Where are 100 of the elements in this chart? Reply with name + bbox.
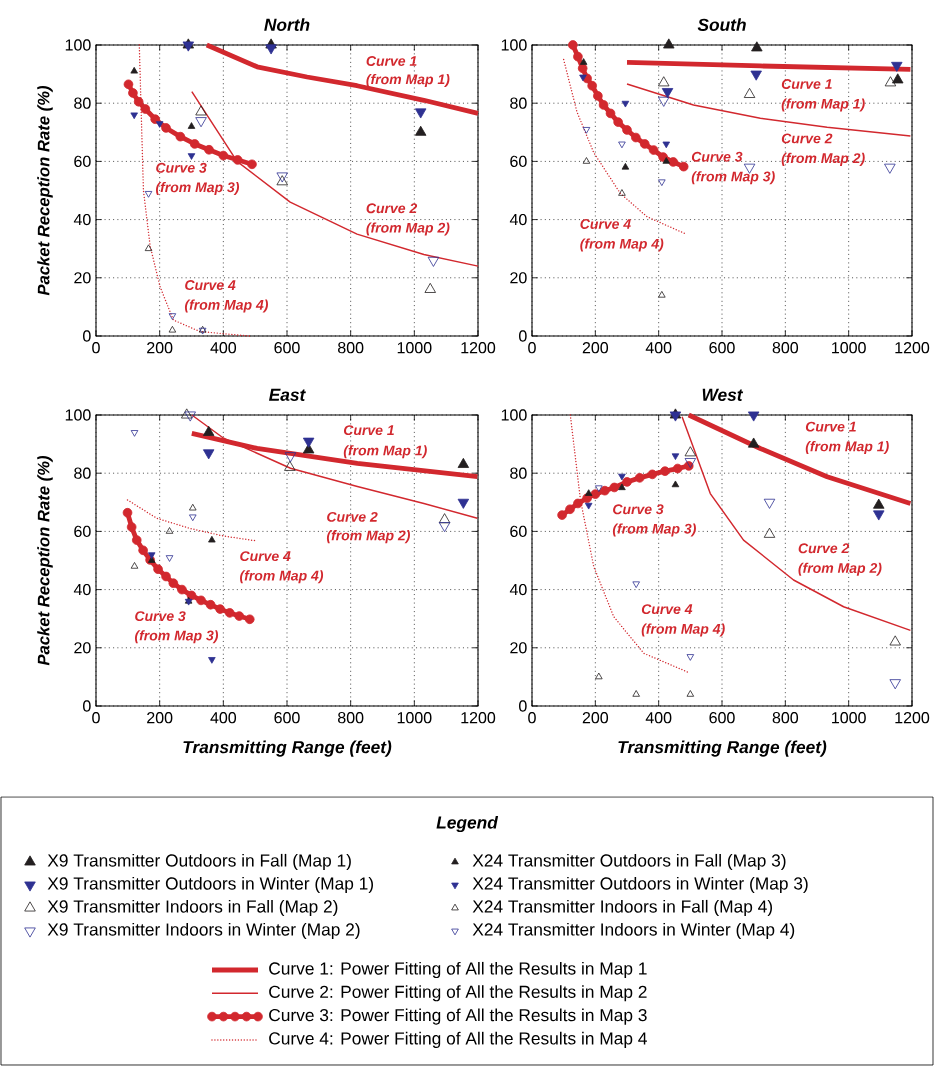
- x-tick-label: 0: [92, 712, 100, 724]
- x-tick-label: 200: [582, 712, 609, 724]
- annotation: Curve 1: [343, 425, 394, 436]
- legend-label: X24 Transmitter Outdoors in Fall (Map 3): [472, 853, 786, 871]
- y-tick-label: 0: [83, 330, 91, 342]
- y-tick-label: 100: [501, 39, 527, 51]
- x-tick-label: 1200: [461, 342, 496, 354]
- x-tick-label: 200: [582, 342, 609, 354]
- annotation: (from Map 3): [691, 171, 775, 185]
- x-tick-label: 600: [709, 342, 735, 354]
- y-axis-title: Packet Reception Rate (%): [37, 85, 53, 296]
- legend-label: X9 Transmitter Indoors in Winter (Map 2): [47, 922, 360, 940]
- y-tick-label: 20: [74, 642, 91, 654]
- annotation: (from Map 3): [612, 523, 696, 537]
- annotation: (from Map 1): [805, 441, 889, 455]
- x-tick-label: 400: [645, 712, 672, 724]
- annotation: (from Map 2): [781, 152, 865, 166]
- annotation: (from Map 4): [184, 299, 269, 313]
- annotation: Curve 4: [580, 219, 631, 229]
- y-axis-title: Packet Reception Rate (%): [37, 455, 53, 666]
- x-tick-label: 400: [645, 342, 672, 354]
- x-tick-label: 1200: [895, 712, 930, 724]
- y-tick-label: 0: [83, 700, 91, 712]
- chart-title: South: [697, 18, 746, 31]
- x-tick-label: 800: [772, 342, 799, 354]
- annotation: Curve 3: [691, 151, 743, 162]
- y-tick-label: 40: [73, 583, 91, 596]
- annotation: Curve 1: [366, 56, 417, 66]
- annotation: (from Map 2): [326, 530, 410, 544]
- x-tick-label: 600: [274, 712, 300, 724]
- annotation: (from Map 3): [155, 181, 240, 195]
- legend-label: X9 Transmitter Outdoors in Winter (Map 1): [47, 876, 374, 894]
- legend-label: Curve 4: Power Fitting of All the Results in Map 4: [269, 1031, 647, 1048]
- legend-label: Curve 1: Power Fitting of All the Results in Map 1: [269, 961, 647, 979]
- annotation: Curve 3: [135, 611, 186, 622]
- x-tick-label: 1200: [461, 712, 496, 724]
- x-tick-label: 800: [772, 712, 799, 724]
- y-tick-label: 100: [65, 39, 91, 51]
- y-tick-label: 40: [509, 583, 527, 596]
- x-tick-label: 600: [709, 712, 735, 724]
- x-tick-label: 600: [274, 342, 300, 354]
- x-tick-label: 0: [92, 342, 100, 354]
- y-tick-label: 60: [74, 155, 91, 168]
- legend-label: X24 Transmitter Outdoors in Winter (Map 3): [472, 876, 808, 894]
- annotation: Curve 3: [613, 504, 664, 515]
- annotation: (from Map 4): [240, 570, 324, 584]
- x-tick-label: 400: [210, 342, 237, 354]
- x-tick-label: 1000: [397, 712, 432, 724]
- annotation: (from Map 1): [343, 445, 427, 459]
- annotation: Curve 4: [641, 604, 693, 615]
- legend-label: Curve 2: Power Fitting of All the Results in Map 2: [269, 985, 647, 1002]
- annotation: Curve 2: [366, 203, 418, 214]
- annotation: Curve 3: [156, 162, 207, 173]
- x-tick-label: 1000: [832, 342, 866, 354]
- x-tick-label: 1000: [832, 712, 866, 724]
- y-tick-label: 80: [74, 467, 91, 479]
- y-tick-label: 0: [519, 330, 527, 342]
- y-tick-label: 100: [65, 409, 91, 421]
- y-tick-label: 20: [510, 642, 527, 654]
- y-tick-label: 20: [510, 272, 527, 284]
- annotation: (from Map 2): [366, 222, 450, 236]
- annotation: Curve 2: [798, 543, 850, 554]
- annotation: Curve 4: [240, 551, 291, 562]
- y-tick-label: 0: [519, 700, 527, 712]
- x-tick-label: 1200: [895, 342, 930, 354]
- chart-title: East: [269, 388, 306, 401]
- annotation: Curve 4: [185, 280, 236, 291]
- x-axis-title: Transmitting Range (feet): [183, 740, 392, 757]
- annotation: Curve 2: [781, 133, 833, 144]
- y-tick-label: 100: [501, 409, 527, 421]
- annotation: (from Map 4): [580, 238, 664, 252]
- annotation: Curve 2: [327, 511, 378, 522]
- annotation: Curve 1: [781, 79, 832, 89]
- annotation: (from Map 2): [798, 562, 882, 576]
- y-tick-label: 60: [74, 525, 91, 538]
- legend-label: Curve 3: Power Fitting of All the Results in Map 3: [269, 1008, 647, 1025]
- x-tick-label: 200: [147, 342, 173, 354]
- y-tick-label: 60: [510, 155, 527, 168]
- x-tick-label: 0: [528, 712, 536, 724]
- x-tick-label: 0: [528, 342, 536, 354]
- x-tick-label: 200: [147, 712, 173, 724]
- annotation: Curve 1: [805, 421, 856, 432]
- legend-label: X24 Transmitter Indoors in Winter (Map 4): [472, 922, 795, 940]
- chart-title: West: [702, 388, 744, 401]
- chart-title: North: [264, 18, 310, 31]
- legend-label: X9 Transmitter Indoors in Fall (Map 2): [47, 899, 338, 917]
- x-tick-label: 800: [338, 712, 364, 724]
- annotation: (from Map 1): [366, 73, 450, 88]
- x-axis-title: Transmitting Range (feet): [618, 740, 827, 757]
- y-tick-label: 80: [510, 97, 527, 109]
- legend-label: X24 Transmitter Indoors in Fall (Map 4): [472, 899, 773, 917]
- x-tick-label: 800: [338, 342, 364, 354]
- y-tick-label: 20: [74, 272, 91, 284]
- legend-title: Legend: [436, 815, 499, 833]
- x-tick-label: 1000: [397, 342, 432, 354]
- x-tick-label: 400: [210, 712, 237, 724]
- legend-label: X9 Transmitter Outdoors in Fall (Map 1): [47, 853, 351, 871]
- annotation: (from Map 1): [781, 98, 865, 112]
- annotation: (from Map 3): [134, 630, 219, 644]
- y-tick-label: 40: [73, 213, 91, 226]
